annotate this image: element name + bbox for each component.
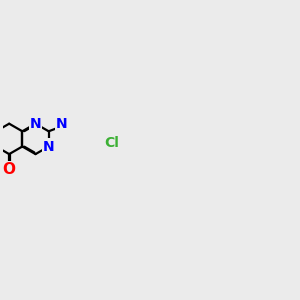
Text: Cl: Cl xyxy=(104,136,119,150)
Text: N: N xyxy=(30,117,41,131)
Text: N: N xyxy=(56,117,68,131)
Text: H: H xyxy=(57,116,67,129)
Text: O: O xyxy=(3,162,16,177)
Text: N: N xyxy=(43,140,55,154)
